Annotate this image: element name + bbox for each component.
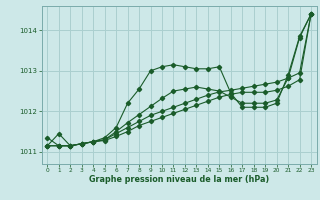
X-axis label: Graphe pression niveau de la mer (hPa): Graphe pression niveau de la mer (hPa) bbox=[89, 175, 269, 184]
